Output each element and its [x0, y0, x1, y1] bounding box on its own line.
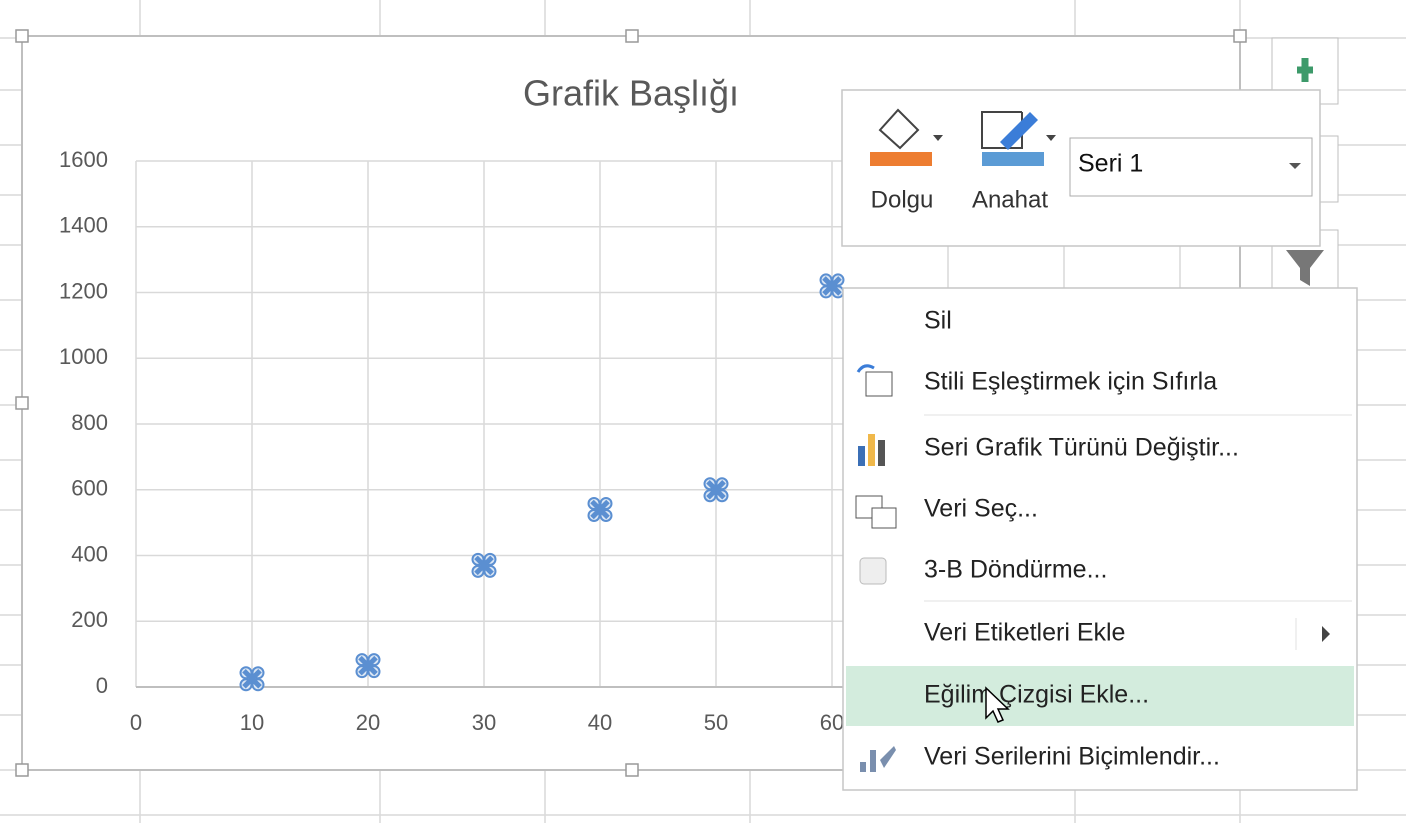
outline-button[interactable]: Anahat	[972, 111, 1056, 213]
data-point	[239, 666, 265, 692]
menu-item[interactable]: Stili Eşleştirmek için Sıfırla	[924, 368, 1217, 396]
y-tick-label: 1600	[59, 147, 108, 172]
filter-icon	[1286, 250, 1324, 286]
bar-icon	[858, 446, 865, 466]
fill-label: Dolgu	[871, 186, 934, 213]
chart-icon	[871, 507, 897, 529]
marker	[706, 479, 726, 500]
marker	[242, 669, 262, 689]
context-menu: Sil Stili Eşleştirmek için Sıfırla Seri Gr…	[842, 287, 1358, 791]
mini-toolbar: Dolgu Anahat Seri 1	[841, 89, 1321, 247]
mouse-cursor	[985, 686, 1010, 723]
pencil-icon	[1000, 112, 1038, 150]
outline-color	[982, 152, 1044, 166]
menu-icons	[855, 364, 897, 772]
y-tick-label: 800	[71, 410, 108, 435]
submenu-arrow	[1322, 626, 1330, 642]
y-tick-label: 1200	[59, 278, 108, 303]
data-point	[471, 552, 497, 578]
menu-item[interactable]: Veri Serilerini Biçimlendir...	[924, 743, 1220, 771]
y-tick-label: 400	[71, 541, 108, 566]
cube-icon	[859, 557, 887, 585]
x-tick-label: 60	[820, 710, 844, 735]
data-point	[587, 496, 613, 522]
menu-item: 3-B Döndürme...	[924, 556, 1107, 584]
menu-item[interactable]: Veri Seç...	[924, 495, 1038, 523]
outline-label: Anahat	[972, 186, 1048, 213]
marker	[358, 655, 378, 676]
dropdown-arrow	[1289, 163, 1301, 169]
reset-icon	[865, 371, 893, 397]
fill-button[interactable]: Dolgu	[870, 108, 943, 213]
x-tick-label: 50	[704, 710, 728, 735]
y-tick-label: 600	[71, 476, 108, 501]
menu-item[interactable]: Veri Etiketleri Ekle	[924, 619, 1125, 647]
menu-item[interactable]: Sil	[924, 307, 952, 335]
y-tick-label: 0	[96, 673, 108, 698]
format-icon	[860, 746, 896, 772]
fill-color	[870, 152, 932, 166]
x-tick-label: 20	[356, 710, 380, 735]
menu-hover	[846, 666, 1354, 726]
y-tick-label: 1000	[59, 344, 108, 369]
dropdown-arrow	[1046, 135, 1056, 141]
data-point	[703, 477, 729, 503]
x-tick-label: 40	[588, 710, 612, 735]
series-select[interactable]	[1069, 137, 1313, 197]
plot: 0 200 400 600 800 1000 1200 1400 1600 0 10 20 30 40 50…	[59, 147, 1192, 735]
series-select-value: Seri 1	[1078, 150, 1143, 178]
reset-arrow	[856, 364, 875, 373]
plus-icon	[1297, 58, 1313, 82]
dropdown-arrow	[933, 135, 943, 141]
marker	[822, 276, 842, 296]
marker	[590, 499, 610, 520]
y-tick-label: 1400	[59, 213, 108, 238]
x-tick-label: 10	[240, 710, 264, 735]
chart-title: Grafik Başlığı	[523, 73, 739, 114]
bar-icon	[868, 434, 875, 466]
x-tick-label: 30	[472, 710, 496, 735]
y-tick-label: 200	[71, 607, 108, 632]
menu-item[interactable]: Seri Grafik Türünü Değiştir...	[924, 434, 1239, 462]
data-point	[355, 653, 381, 679]
marker	[474, 555, 494, 576]
bucket-icon	[878, 108, 920, 150]
menu-items: Sil Stili Eşleştirmek için Sıfırla Seri Gr…	[924, 307, 1239, 771]
bar-icon	[878, 440, 885, 466]
data-point	[819, 273, 845, 299]
menu-item[interactable]: Eğilim Çizgisi Ekle...	[924, 681, 1149, 709]
x-tick-label: 0	[130, 710, 142, 735]
resize-handles	[15, 29, 1247, 777]
